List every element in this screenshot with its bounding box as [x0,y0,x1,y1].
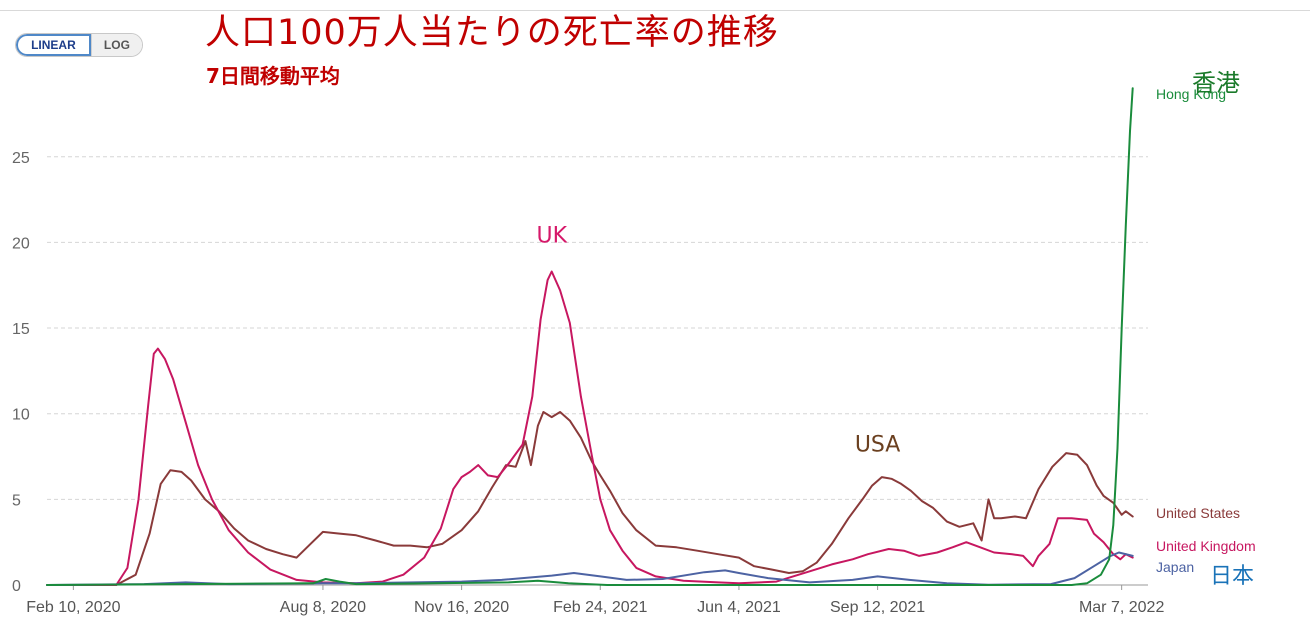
top-divider [0,10,1310,11]
series-end-label-united-kingdom: United Kingdom [1156,538,1256,554]
series-lines [46,87,1134,586]
series-line-united-kingdom [46,270,1134,586]
x-tick-label: Feb 10, 2020 [26,599,120,616]
chart-subtitle: 7日間移動平均 [206,64,340,88]
x-tick-label: Sep 12, 2021 [830,599,925,616]
log-scale-button[interactable]: LOG [90,34,142,56]
y-tick-label: 0 [12,578,21,595]
y-tick-label: 15 [12,321,30,338]
series-end-labels: Hong Kong United States United Kingdom Japa… [1156,86,1256,575]
y-tick-label: 10 [12,407,30,424]
series-end-label-hong-kong: Hong Kong [1156,86,1226,102]
annotation-label: 日本 [1210,564,1254,589]
annotation-label: 香港 [1192,69,1240,97]
y-tick-label: 5 [12,492,21,509]
linear-scale-button[interactable]: LINEAR [16,34,91,56]
series-end-label-united-states: United States [1156,505,1240,521]
x-tick-label: Jun 4, 2021 [697,599,781,616]
series-line-hong-kong [46,87,1134,586]
chart-title: 人口100万人当たりの死亡率の推移 [205,13,779,53]
annotation-label: USA [855,432,901,457]
scale-toggle: LINEAR LOG [15,33,143,57]
y-tick-label: 20 [12,235,30,252]
grid-lines: 0 5 10 15 20 25 [12,150,1148,595]
annotation-label: UK [536,223,567,248]
y-tick-label: 25 [12,150,30,167]
x-tick-label: Aug 8, 2020 [280,599,366,616]
x-tick-label: Nov 16, 2020 [414,599,509,616]
x-tick-label: Mar 7, 2022 [1079,599,1164,616]
series-end-label-japan: Japan [1156,559,1194,575]
series-line-united-states [46,411,1134,586]
x-tick-label: Feb 24, 2021 [553,599,647,616]
series-line-japan [46,551,1134,586]
x-axis: Feb 10, 2020 Aug 8, 2020 Nov 16, 2020 Feb 2… [26,584,1164,616]
